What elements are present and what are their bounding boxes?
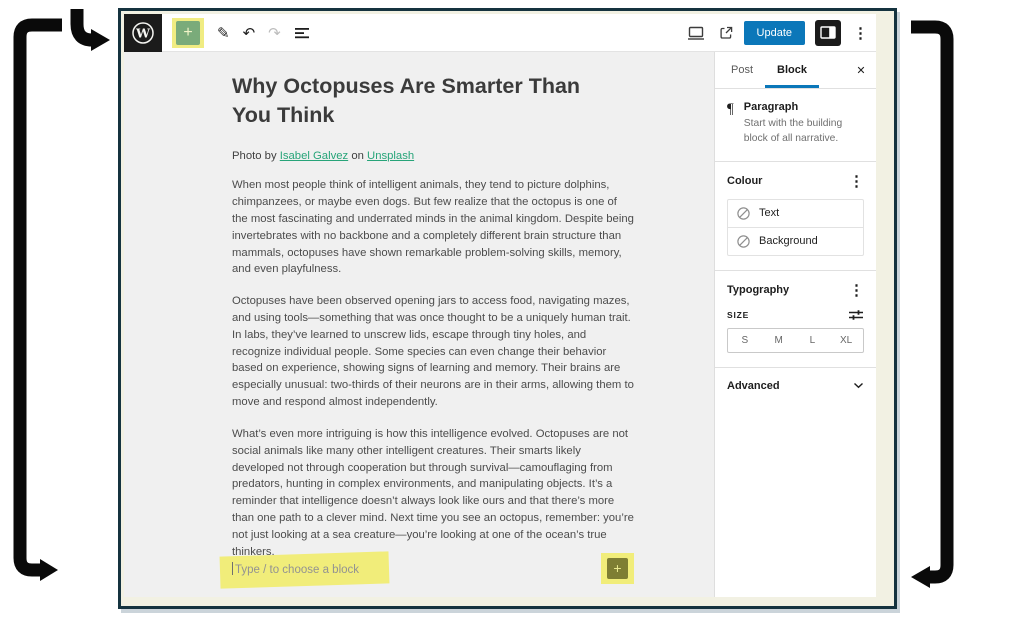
text-caret (232, 561, 233, 575)
list-view-button[interactable] (294, 25, 310, 41)
wordpress-logo-button[interactable]: W (124, 13, 162, 52)
sidebar-tabs: Post Block ✕ (715, 52, 876, 89)
appender-highlight: + (601, 553, 634, 584)
typography-options-button[interactable]: ⋮ (849, 281, 864, 299)
close-sidebar-button[interactable]: ✕ (846, 52, 876, 88)
credit-middle: on (348, 150, 368, 163)
size-option-l[interactable]: L (809, 334, 816, 346)
paragraph-block[interactable]: What’s even more intriguing is how this … (232, 427, 634, 558)
update-button[interactable]: Update (743, 20, 805, 45)
redo-button[interactable]: ↷ (268, 24, 281, 42)
list-view-icon (294, 27, 309, 38)
editor-canvas[interactable]: Why Octopuses Are Smarter Than You Think… (124, 52, 714, 597)
block-description: Start with the building block of all nar… (743, 118, 843, 144)
editor-toolbar: W + ✎ ↶ ↷ (124, 13, 876, 52)
screenshot-frame: W + ✎ ↶ ↷ (118, 8, 897, 609)
author-link[interactable]: Isabel Galvez (279, 150, 349, 163)
background-colour-row[interactable]: Background (728, 226, 863, 255)
block-card: ¶ Paragraph Start with the building bloc… (715, 89, 876, 162)
svg-text:W: W (135, 25, 151, 40)
size-option-s[interactable]: S (741, 334, 749, 346)
left-bracket-arrow (13, 18, 62, 581)
paragraph-block-icon: ¶ (727, 101, 734, 117)
colour-list: Text Background (727, 198, 864, 256)
colour-row-label: Background (759, 235, 818, 248)
wordpress-icon: W (132, 21, 154, 44)
desktop-preview-icon (687, 26, 704, 40)
advanced-label: Advanced (727, 379, 780, 392)
typography-panel-title: Typography (727, 283, 790, 296)
wordpress-editor: W + ✎ ↶ ↷ (124, 13, 876, 597)
paragraph-block[interactable]: Octopuses have been observed opening jar… (232, 295, 634, 409)
sidebar-toggle-icon (820, 26, 836, 39)
view-post-button[interactable] (718, 25, 734, 41)
typography-panel: Typography ⋮ SIZE S M (715, 271, 876, 368)
colour-options-button[interactable]: ⋮ (849, 172, 864, 190)
size-label: SIZE (727, 309, 750, 320)
size-option-m[interactable]: M (774, 334, 783, 346)
post-content: Why Octopuses Are Smarter Than You Think… (232, 72, 634, 561)
undo-button[interactable]: ↶ (242, 24, 256, 42)
font-size-segmented-control: S M L XL (727, 327, 864, 353)
right-bracket-arrow (911, 20, 954, 588)
tabs-spacer (819, 52, 846, 88)
tab-post[interactable]: Post (731, 64, 754, 76)
top-left-curve-arrow (70, 9, 110, 51)
size-option-xl[interactable]: XL (840, 334, 853, 346)
external-link-icon (719, 26, 732, 39)
text-colour-row[interactable]: Text (728, 200, 863, 227)
tab-block[interactable]: Block (765, 52, 819, 88)
block-name: Paragraph (743, 101, 799, 113)
chevron-down-icon (854, 383, 863, 389)
colour-row-label: Text (759, 207, 780, 220)
block-inserter-button[interactable]: + (176, 20, 200, 45)
settings-sidebar-toggle[interactable] (815, 19, 841, 46)
edit-mode-button[interactable]: ✎ (217, 24, 230, 42)
size-settings-icon[interactable] (848, 308, 864, 322)
no-colour-icon (737, 207, 750, 220)
block-appender-row: Type / to choose a block + (219, 550, 634, 589)
photo-credit: Photo by Isabel Galvez on Unsplash (232, 150, 634, 162)
source-link[interactable]: Unsplash (367, 150, 415, 163)
block-appender-button[interactable]: + (607, 558, 628, 579)
paragraph-block[interactable]: When most people think of intelligent an… (232, 179, 634, 276)
options-menu-button[interactable]: ⋮ (853, 24, 868, 42)
inserter-highlight: + (172, 17, 204, 48)
editor-body: Why Octopuses Are Smarter Than You Think… (124, 52, 876, 597)
colour-panel-title: Colour (727, 174, 763, 187)
preview-button[interactable] (687, 25, 705, 41)
advanced-panel-toggle[interactable]: Advanced (715, 368, 876, 404)
post-title[interactable]: Why Octopuses Are Smarter Than You Think (232, 74, 581, 127)
colour-panel: Colour ⋮ Text (715, 162, 876, 271)
empty-block-placeholder[interactable]: Type / to choose a block (219, 550, 390, 589)
no-colour-icon (737, 235, 750, 248)
credit-prefix: Photo by (232, 150, 280, 163)
placeholder-text: Type / to choose a block (232, 561, 359, 576)
settings-sidebar: Post Block ✕ ¶ Paragraph Start with the … (714, 52, 876, 597)
